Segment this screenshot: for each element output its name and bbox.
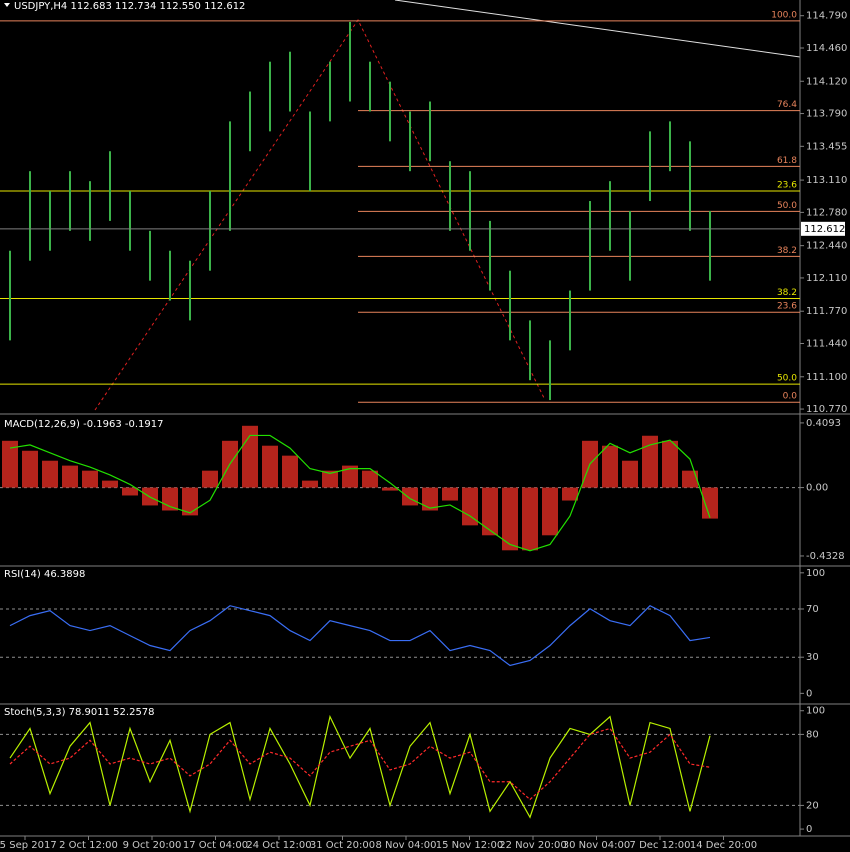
x-tick-label: 8 Nov 04:00	[375, 840, 436, 851]
x-tick-label: 22 Nov 20:00	[499, 840, 566, 851]
fib-label: 23.6	[777, 302, 797, 312]
chart-title: USDJPY,H4 112.683 112.734 112.550 112.61…	[14, 1, 245, 12]
y-tick-label: 112.110	[806, 273, 847, 284]
fib-label: 38.2	[777, 288, 797, 298]
macd-bar	[422, 487, 438, 511]
y-tick-label: 0	[806, 688, 812, 699]
macd-bar	[282, 455, 298, 488]
macd-bar	[302, 480, 318, 488]
x-tick-label: 31 Oct 20:00	[310, 840, 375, 851]
stoch-main-line	[9, 714, 711, 819]
macd-bar	[362, 470, 378, 488]
x-tick-label: 7 Dec 12:00	[630, 840, 691, 851]
y-tick-label: 111.100	[806, 372, 847, 383]
macd-bar	[562, 487, 578, 501]
x-tick-label: 24 Oct 12:00	[246, 840, 311, 851]
x-tick-label: 14 Dec 20:00	[690, 840, 757, 851]
x-tick-label: 17 Oct 04:00	[183, 840, 248, 851]
macd-bar	[662, 440, 678, 488]
y-tick-label: 114.790	[806, 11, 847, 22]
y-tick-label: 114.120	[806, 76, 847, 87]
y-tick-label: -0.4328	[806, 551, 845, 562]
macd-bar	[22, 450, 38, 488]
macd-bar	[522, 487, 538, 551]
macd-bar	[702, 487, 718, 519]
macd-bar	[202, 470, 218, 488]
macd-bar	[2, 440, 18, 488]
y-tick-label: 113.790	[806, 109, 847, 120]
macd-bar	[82, 470, 98, 488]
fib-label: 0.0	[783, 392, 798, 402]
fib-label: 100.0	[771, 10, 797, 20]
macd-bar	[482, 487, 498, 536]
stoch-signal-line	[9, 727, 711, 801]
macd-bar	[102, 480, 118, 488]
macd-bar	[182, 487, 198, 516]
macd-bar	[542, 487, 558, 536]
x-tick-label: 15 Nov 12:00	[436, 840, 503, 851]
y-tick-label: 0.4093	[806, 418, 841, 429]
fib-label: 23.6	[777, 181, 797, 191]
macd-bar	[462, 487, 478, 526]
x-tick-label: 2 Oct 12:00	[59, 840, 118, 851]
x-tick-label: 25 Sep 2017	[0, 840, 57, 851]
y-tick-label: 112.780	[806, 207, 847, 218]
last-price-box	[801, 221, 845, 236]
macd-bar	[682, 470, 698, 488]
y-tick-label: 100	[806, 706, 825, 717]
macd-bar	[642, 435, 658, 488]
menu-arrow	[4, 3, 10, 7]
macd-title: MACD(12,26,9) -0.1963 -0.1917	[4, 419, 164, 430]
y-tick-label: 70	[806, 604, 819, 615]
y-tick-label: 0.00	[806, 483, 828, 494]
x-tick-label: 30 Nov 04:00	[563, 840, 630, 851]
y-tick-label: 0	[806, 824, 812, 835]
fib-label: 38.2	[777, 246, 797, 256]
macd-bar	[602, 445, 618, 488]
fib-label: 50.0	[777, 374, 797, 384]
rsi-line	[9, 604, 711, 667]
macd-bar	[622, 460, 638, 488]
y-tick-label: 100	[806, 568, 825, 579]
macd-signal-line	[9, 434, 711, 552]
macd-bar	[42, 460, 58, 488]
macd-bar	[322, 470, 338, 488]
last-price-label: 112.612	[804, 224, 845, 235]
macd-bar	[402, 487, 418, 506]
y-tick-label: 114.460	[806, 43, 847, 54]
y-tick-label: 110.770	[806, 404, 847, 415]
macd-bar	[502, 487, 518, 551]
macd-bar	[342, 465, 358, 488]
macd-bar	[62, 465, 78, 488]
trend-line	[394, 0, 801, 58]
fib-label: 76.4	[777, 100, 797, 110]
y-tick-label: 30	[806, 652, 819, 663]
fib-label: 61.8	[777, 156, 797, 166]
macd-bar	[382, 487, 398, 491]
macd-bar	[262, 445, 278, 488]
y-tick-label: 80	[806, 729, 819, 740]
fib-label: 50.0	[777, 201, 797, 211]
y-tick-label: 113.110	[806, 175, 847, 186]
y-tick-label: 112.440	[806, 241, 847, 252]
y-tick-label: 111.440	[806, 339, 847, 350]
fib-anchor-line	[94, 19, 546, 411]
rsi-title: RSI(14) 46.3898	[4, 569, 85, 580]
y-tick-label: 113.455	[806, 141, 847, 152]
macd-bar	[122, 487, 138, 496]
y-tick-label: 20	[806, 800, 819, 811]
macd-bar	[442, 487, 458, 501]
x-tick-label: 9 Oct 20:00	[123, 840, 182, 851]
y-tick-label: 111.770	[806, 306, 847, 317]
stoch-title: Stoch(5,3,3) 78.9011 52.2578	[4, 707, 155, 718]
